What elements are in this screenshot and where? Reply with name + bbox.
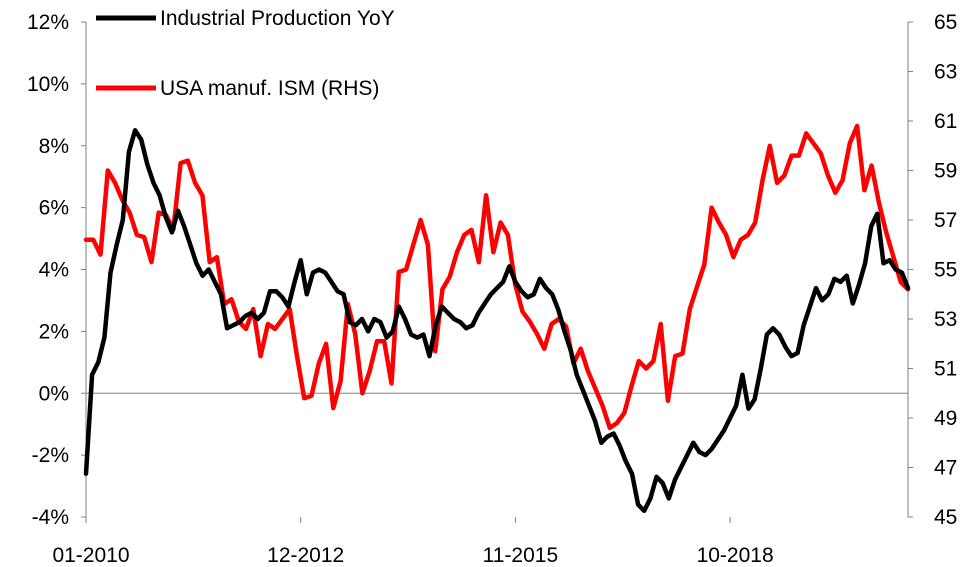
y-left-tick-label: -2% — [32, 444, 69, 467]
y-left-tick-label: 4% — [39, 259, 69, 282]
y-right-tick-label: 47 — [934, 457, 957, 480]
y-left-tick-label: -4% — [32, 506, 69, 529]
y-left-tick-label: 12% — [27, 11, 69, 34]
y-left-tick-label: 8% — [39, 135, 69, 158]
y-right-tick-label: 45 — [934, 506, 957, 529]
y-right-tick-label: 59 — [934, 160, 957, 183]
y-left-tick-label: 6% — [39, 197, 69, 220]
axes — [85, 22, 909, 517]
legend-label: USA manuf. ISM (RHS) — [160, 77, 379, 100]
y-axis-right: 45 47 49 51 53 55 57 59 61 63 65 — [908, 11, 957, 529]
y-right-tick-label: 53 — [934, 308, 957, 331]
plot-area — [83, 123, 911, 514]
y-right-tick-label: 57 — [934, 209, 957, 232]
y-right-tick-label: 55 — [934, 259, 957, 282]
y-right-tick-label: 51 — [934, 358, 957, 381]
ism-line — [83, 123, 911, 431]
y-right-tick-label: 65 — [934, 11, 957, 34]
legend: Industrial Production YoY USA manuf. ISM … — [96, 7, 395, 100]
legend-label: Industrial Production YoY — [160, 7, 395, 30]
x-axis: 01-2010 12-2012 11-2015 10-2018 — [52, 517, 774, 567]
y-left-tick-label: 10% — [27, 73, 69, 96]
y-right-tick-label: 49 — [934, 407, 957, 430]
x-tick-label: 01-2010 — [52, 544, 129, 567]
x-tick-label: 11-2015 — [483, 544, 559, 567]
industrial-production-line — [83, 128, 911, 514]
x-tick-label: 10-2018 — [697, 544, 774, 567]
x-tick-label: 12-2012 — [267, 544, 344, 567]
y-right-tick-label: 63 — [934, 61, 957, 84]
y-right-tick-label: 61 — [934, 110, 957, 133]
y-left-tick-label: 2% — [39, 320, 69, 343]
y-axis-left: -4% -2% 0% 2% 4% 6% 8% 10% 12% — [27, 11, 86, 529]
y-left-tick-label: 0% — [39, 382, 69, 405]
